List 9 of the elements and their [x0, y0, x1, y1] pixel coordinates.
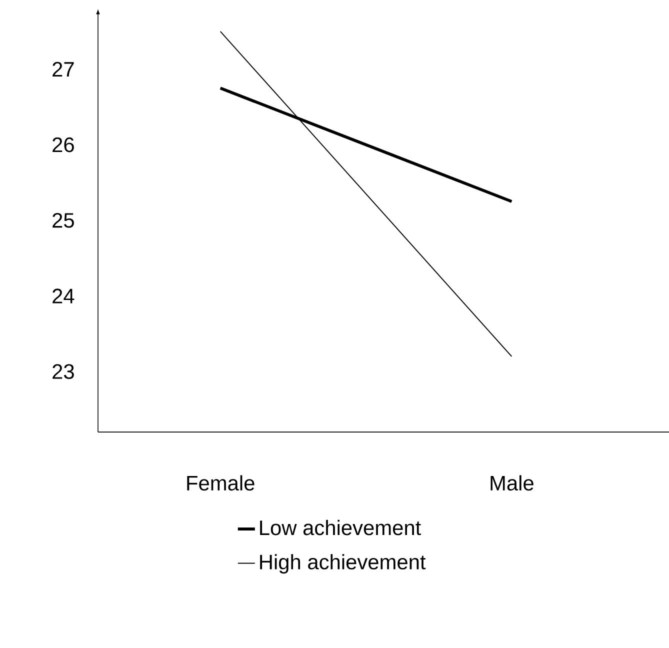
- y-tick-label: 27: [52, 62, 74, 77]
- x-tick-label: Female: [187, 475, 254, 491]
- y-tick-label: 26: [52, 137, 74, 152]
- y-tick-label: 23: [52, 364, 74, 379]
- y-tick-label: 24: [52, 288, 74, 304]
- legend-label: Low achievement: [260, 520, 421, 536]
- legend-label: High achievement: [260, 554, 426, 574]
- x-tick-label: Male: [490, 475, 534, 491]
- y-tick-label: 25: [52, 212, 74, 228]
